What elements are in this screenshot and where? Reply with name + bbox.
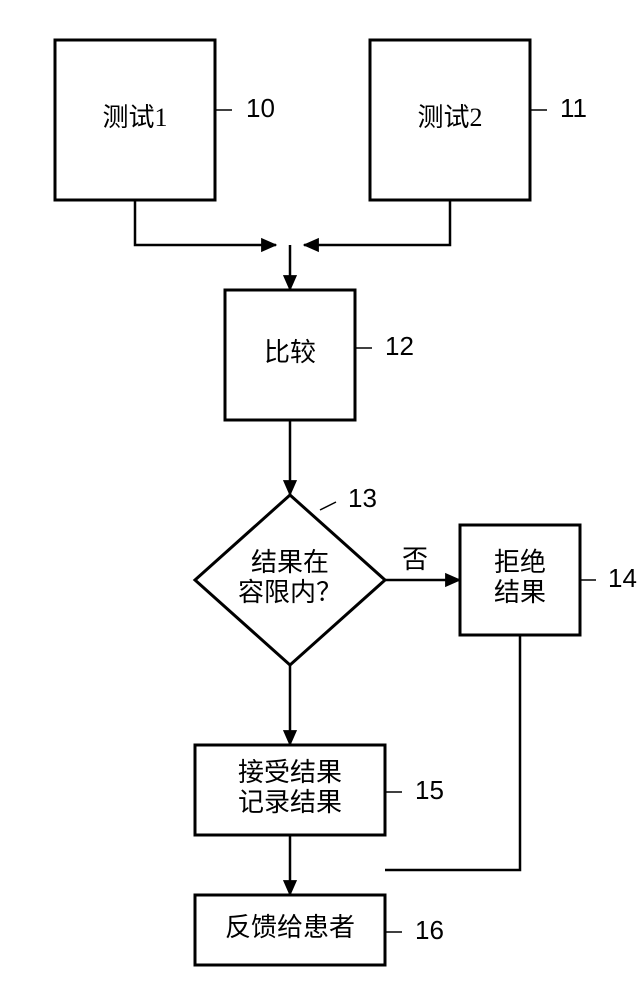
arrow-head — [284, 881, 297, 895]
edge-e11_12 — [304, 200, 450, 245]
ref-label-n10: 10 — [246, 93, 275, 123]
arrow-head — [284, 731, 297, 745]
node-label: 反馈给患者 — [225, 913, 355, 942]
ref-label-n13: 13 — [348, 483, 377, 513]
node-label: 容限内？ — [238, 578, 342, 607]
edge-e10_12 — [135, 200, 276, 245]
ref-label-n15: 15 — [415, 775, 444, 805]
edge-label-no: 否 — [402, 545, 428, 574]
node-n11: 测试2 — [370, 40, 530, 200]
node-label: 结果 — [494, 578, 546, 607]
node-label: 测试2 — [417, 103, 482, 132]
node-label: 记录结果 — [238, 788, 342, 817]
edge-e14_16 — [385, 635, 520, 870]
node-label: 接受结果 — [238, 758, 342, 787]
arrow-head — [284, 276, 297, 290]
node-n13: 结果在容限内？ — [195, 495, 385, 665]
node-n14: 拒绝结果 — [460, 525, 580, 635]
node-n10: 测试1 — [55, 40, 215, 200]
node-n16: 反馈给患者 — [195, 895, 385, 965]
node-n12: 比较 — [225, 290, 355, 420]
arrow-head — [262, 239, 276, 252]
node-label: 比较 — [264, 338, 316, 367]
arrow-head — [446, 574, 460, 587]
ref-label-n11: 11 — [560, 93, 587, 123]
arrow-head — [284, 481, 297, 495]
node-n15: 接受结果记录结果 — [195, 745, 385, 835]
ref-tick — [320, 502, 336, 510]
ref-label-n14: 14 — [608, 563, 637, 593]
node-label: 拒绝 — [494, 548, 546, 577]
node-label: 测试1 — [102, 103, 167, 132]
node-label: 结果在 — [251, 548, 329, 577]
ref-label-n16: 16 — [415, 915, 444, 945]
ref-label-n12: 12 — [385, 331, 414, 361]
arrow-head — [304, 239, 318, 252]
